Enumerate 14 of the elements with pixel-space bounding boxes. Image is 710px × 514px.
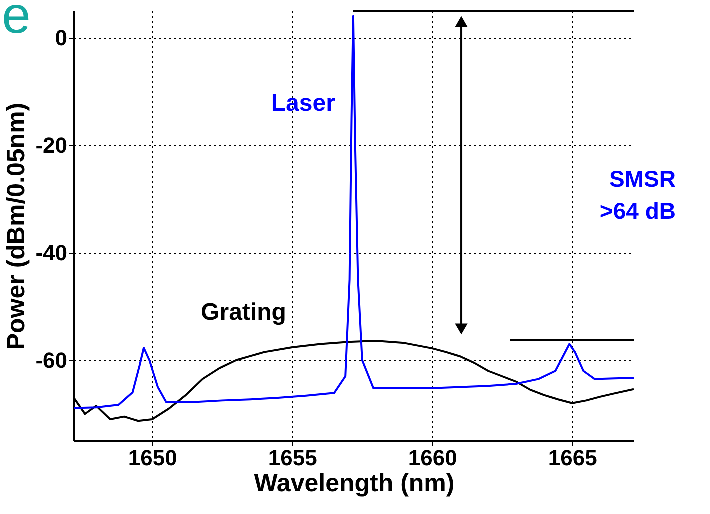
x-axis-title: Wavelength (nm) [254,470,455,498]
annotation: SMSR >64 dB [600,166,676,224]
series-label: Grating [201,299,286,326]
x-tick-label: 1665 [548,446,598,470]
x-tick-label: 1655 [268,446,318,470]
y-axis-title: Power (dBm/0.05nm) [2,102,31,350]
series-label: Laser [271,90,336,117]
y-tick-label: -20 [36,132,68,158]
x-tick-label: 1660 [408,446,458,470]
y-tick-label: 0 [55,25,68,50]
y-tick-label: -40 [36,240,68,266]
y-tick-label: -60 [36,348,68,373]
x-tick-label: 1650 [128,446,178,470]
text: e [2,0,31,46]
